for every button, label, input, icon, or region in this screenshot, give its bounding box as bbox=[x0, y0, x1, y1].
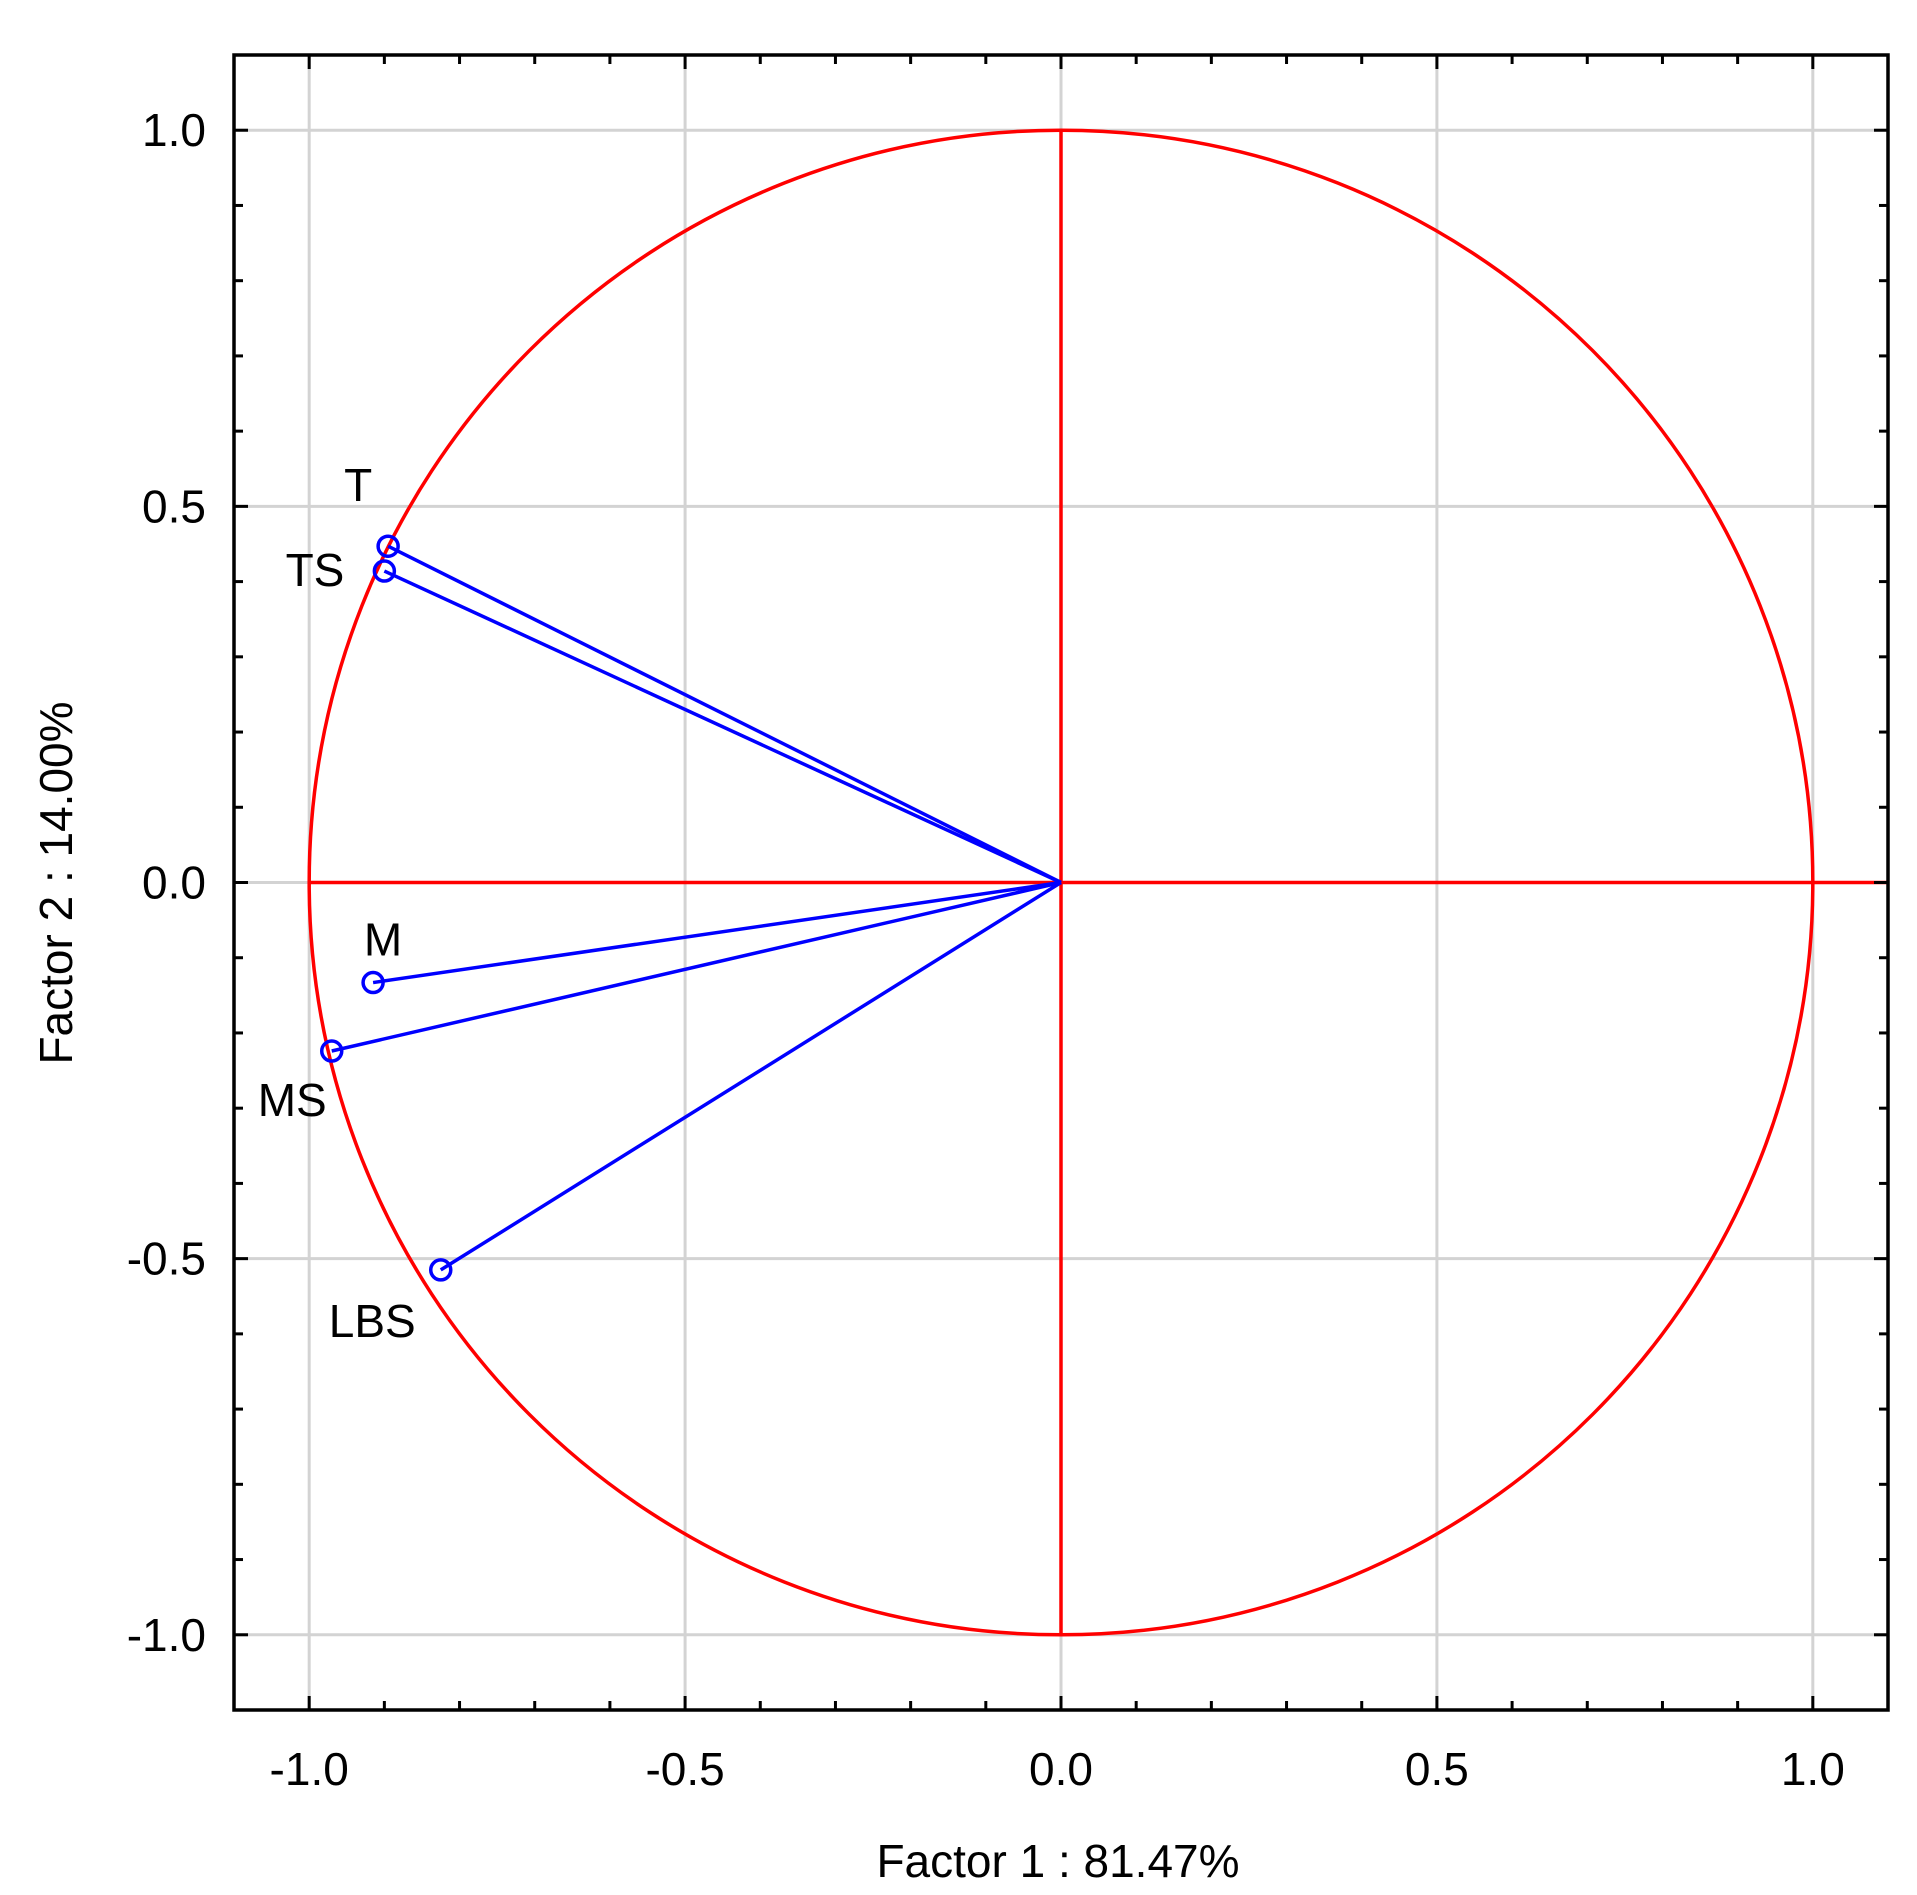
loading-vector-ts bbox=[383, 569, 1062, 885]
x-tick-label: -0.5 bbox=[645, 1743, 724, 1795]
point-marker-ts bbox=[372, 559, 397, 583]
point-marker-ms bbox=[319, 1039, 344, 1063]
x-tick-label: 0.0 bbox=[1029, 1743, 1093, 1795]
y-tick-label: -1.0 bbox=[127, 1609, 206, 1661]
axis-ticks bbox=[232, 53, 1890, 1712]
x-axis-title: Factor 1 : 81.47% bbox=[876, 1835, 1239, 1887]
x-tick-label: 1.0 bbox=[1781, 1743, 1845, 1795]
y-tick-label: 0.5 bbox=[142, 480, 206, 532]
x-tick-label: 0.5 bbox=[1405, 1743, 1469, 1795]
loading-vector-lbs bbox=[439, 881, 1062, 1272]
x-tick-label: -1.0 bbox=[270, 1743, 349, 1795]
point-label-ts: TS bbox=[286, 544, 345, 596]
loading-vector-t bbox=[387, 544, 1062, 885]
point-label-t: T bbox=[344, 459, 372, 511]
y-tick-label: 1.0 bbox=[142, 104, 206, 156]
point-marker-t bbox=[376, 534, 400, 558]
y-tick-label: 0.0 bbox=[142, 857, 206, 909]
point-label-lbs: LBS bbox=[329, 1295, 416, 1347]
loading-vector-m bbox=[372, 880, 1062, 985]
loading-vector-ms bbox=[331, 880, 1062, 1053]
point-label-m: M bbox=[364, 914, 402, 966]
point-label-ms: MS bbox=[258, 1074, 327, 1126]
point-marker-lbs bbox=[429, 1258, 453, 1282]
unit-circle-group bbox=[307, 128, 1888, 1637]
point-marker-m bbox=[361, 970, 385, 995]
tick-labels: -1.0 -0.5 0.0 0.5 1.0 1.0 0.5 0.0 -0.5 -1.0 bbox=[127, 104, 1845, 1795]
y-axis-title: Factor 2 : 14.00% bbox=[30, 701, 82, 1064]
y-tick-label: -0.5 bbox=[127, 1233, 206, 1285]
loading-vectors: T TS M MS LBS bbox=[258, 459, 1062, 1347]
